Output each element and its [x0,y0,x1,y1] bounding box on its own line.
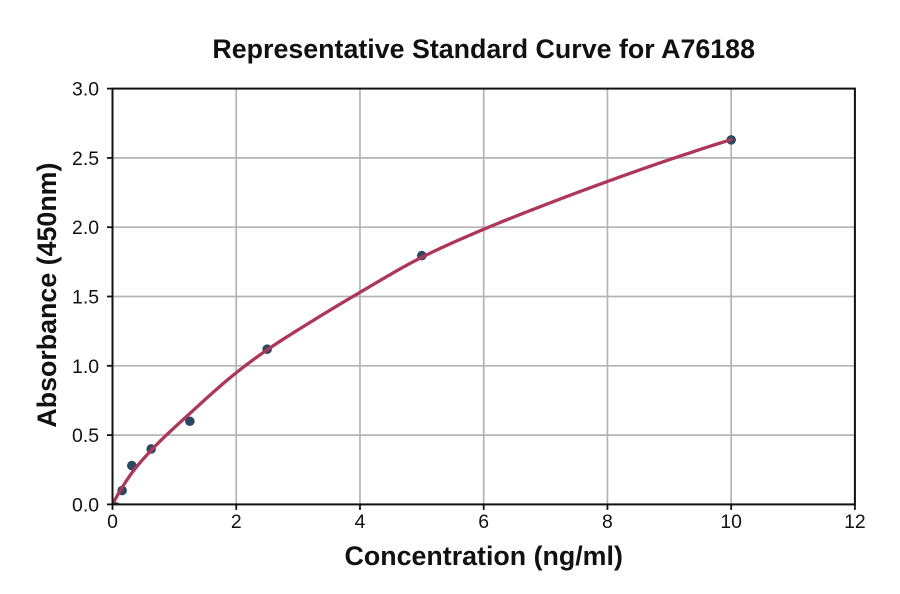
svg-text:0.0: 0.0 [72,494,99,516]
svg-text:4: 4 [355,511,366,533]
svg-text:1.5: 1.5 [72,287,99,309]
svg-text:0: 0 [107,511,118,533]
svg-text:6: 6 [478,511,489,533]
svg-text:3.0: 3.0 [72,79,99,101]
svg-text:0.5: 0.5 [72,425,99,447]
svg-text:Representative Standard Curve: Representative Standard Curve for A76188 [212,34,755,64]
svg-text:10: 10 [720,511,742,533]
svg-text:Concentration (ng/ml): Concentration (ng/ml) [345,541,623,571]
svg-text:2.5: 2.5 [72,148,99,170]
svg-text:1.0: 1.0 [72,356,99,378]
svg-text:8: 8 [602,511,613,533]
svg-text:Absorbance (450nm): Absorbance (450nm) [32,163,62,428]
svg-text:12: 12 [844,511,866,533]
svg-text:2: 2 [231,511,242,533]
svg-text:2.0: 2.0 [72,217,99,239]
